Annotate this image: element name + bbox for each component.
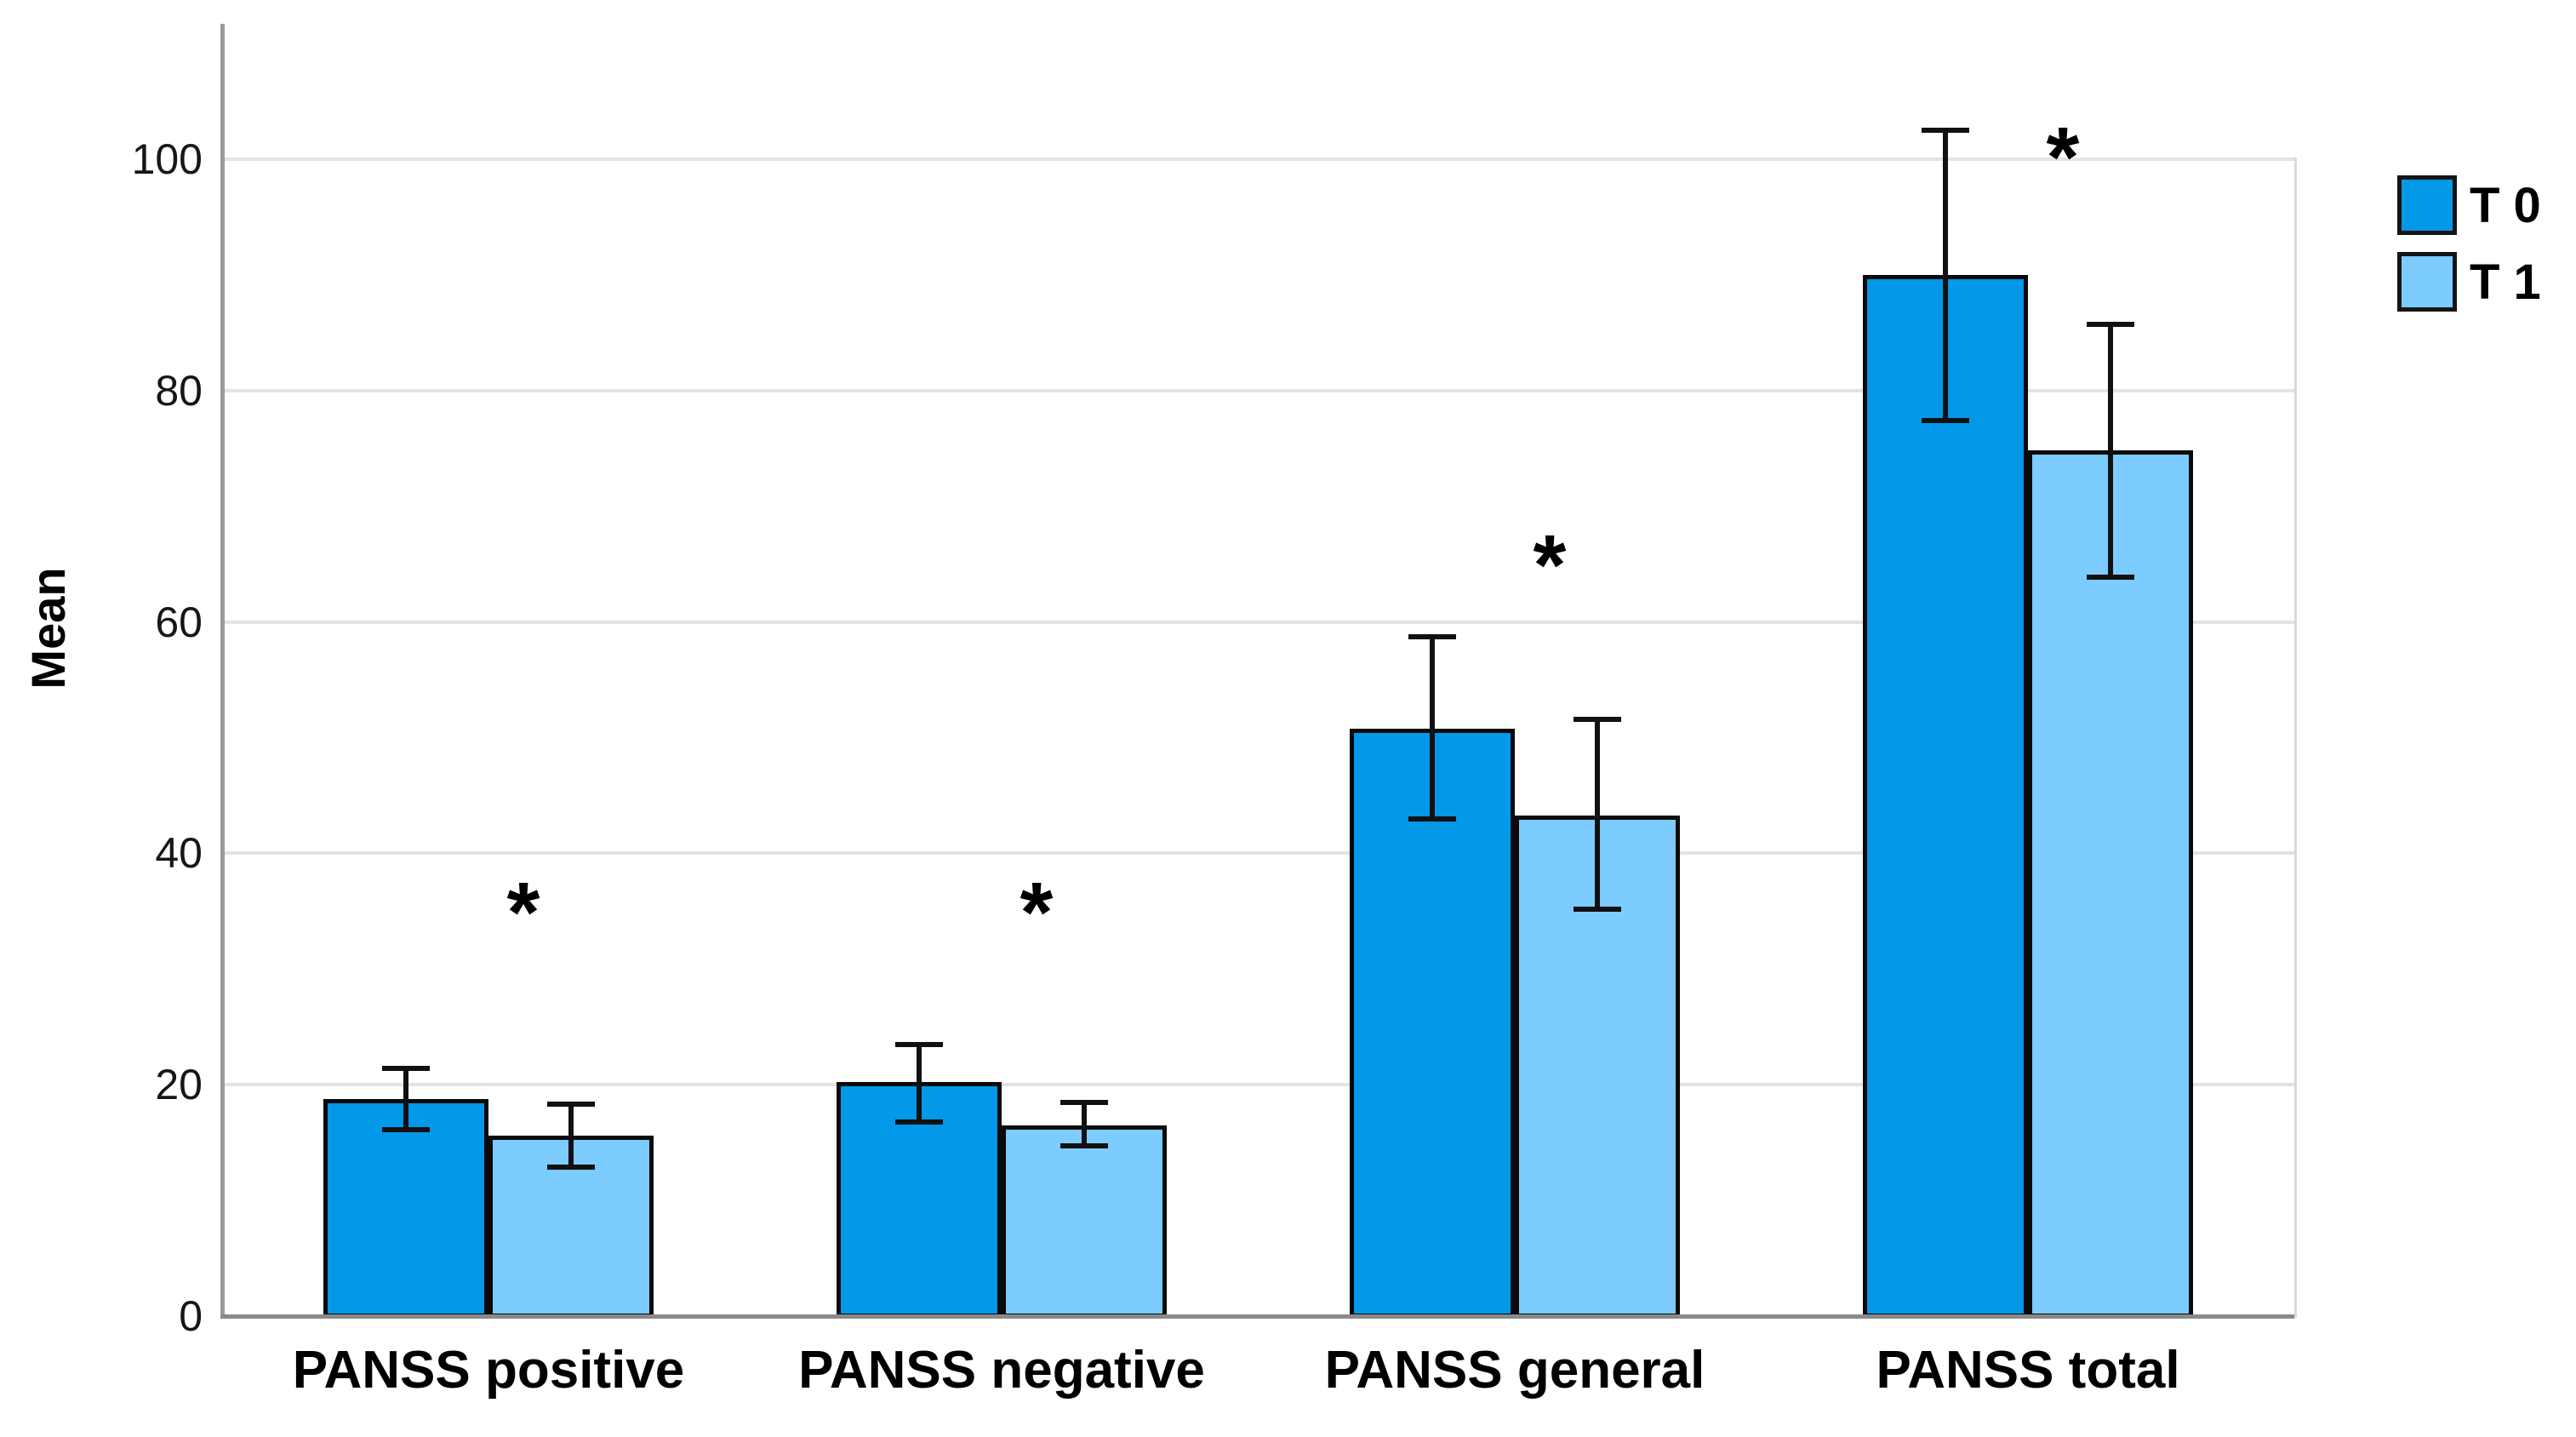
- category-label-panss-general: PANSS general: [1324, 1341, 1705, 1400]
- gridline-80: [225, 388, 2294, 392]
- y-tick-label-20: 20: [155, 1061, 203, 1109]
- x-axis-baseline: [220, 1314, 2294, 1319]
- error-cap-high-t-0-panss-general: [1408, 634, 1456, 640]
- error-cap-high-t-0-panss-positive: [382, 1066, 430, 1072]
- error-whisker-t-1-panss-positive: [568, 1104, 574, 1167]
- gridline-40: [225, 851, 2294, 856]
- error-cap-high-t-1-panss-total: [2087, 322, 2134, 328]
- y-tick-label-60: 60: [155, 598, 203, 646]
- error-cap-low-t-1-panss-general: [1574, 906, 1621, 912]
- error-whisker-t-0-panss-general: [1430, 637, 1435, 819]
- legend-swatch-t-0: [2397, 175, 2457, 235]
- category-label-panss-total: PANSS total: [1876, 1341, 2180, 1400]
- error-cap-high-t-1-panss-positive: [547, 1102, 595, 1108]
- category-label-panss-negative: PANSS negative: [798, 1341, 1205, 1400]
- error-whisker-t-0-panss-positive: [403, 1068, 408, 1131]
- legend-swatch-t-1: [2397, 252, 2457, 312]
- gridline-60: [225, 620, 2294, 624]
- legend-label-t-0: T 0: [2470, 178, 2541, 233]
- error-cap-low-t-1-panss-total: [2087, 574, 2134, 580]
- error-whisker-t-0-panss-total: [1943, 130, 1948, 421]
- plot-right-border: [2294, 157, 2297, 1318]
- y-tick-label-80: 80: [155, 366, 203, 415]
- error-cap-low-t-0-panss-negative: [895, 1119, 943, 1125]
- error-cap-high-t-0-panss-total: [1922, 128, 1969, 134]
- error-cap-low-t-0-panss-total: [1922, 418, 1969, 424]
- category-label-panss-positive: PANSS positive: [292, 1341, 685, 1400]
- bar-t-1-panss-total: [2028, 450, 2193, 1318]
- error-cap-high-t-1-panss-negative: [1060, 1099, 1108, 1105]
- gridline-20: [225, 1083, 2294, 1087]
- error-cap-low-t-1-panss-negative: [1060, 1143, 1108, 1149]
- error-cap-low-t-0-panss-general: [1408, 816, 1456, 822]
- gridline-100: [225, 157, 2294, 161]
- error-whisker-t-1-panss-total: [2108, 324, 2113, 577]
- y-axis-line: [220, 24, 225, 1319]
- y-tick-label-40: 40: [155, 829, 203, 878]
- y-tick-label-0: 0: [179, 1292, 203, 1340]
- error-cap-high-t-1-panss-general: [1574, 716, 1621, 722]
- error-cap-low-t-0-panss-positive: [382, 1127, 430, 1133]
- y-tick-label-100: 100: [131, 135, 203, 183]
- bar-t-1-panss-negative: [1002, 1125, 1167, 1318]
- error-cap-high-t-0-panss-negative: [895, 1041, 943, 1047]
- error-whisker-t-1-panss-negative: [1082, 1102, 1087, 1147]
- error-whisker-t-1-panss-general: [1595, 718, 1600, 909]
- error-cap-low-t-1-panss-positive: [547, 1164, 595, 1170]
- bar-t-0-panss-total: [1863, 274, 2028, 1318]
- error-whisker-t-0-panss-negative: [917, 1044, 922, 1122]
- legend-label-t-1: T 1: [2470, 255, 2541, 310]
